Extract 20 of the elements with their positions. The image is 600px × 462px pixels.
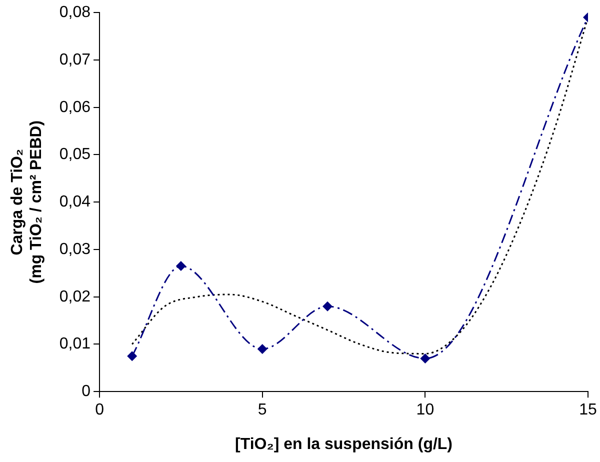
x-tick-label: 0 [95, 402, 104, 419]
y-tick-label: 0,05 [59, 146, 91, 164]
y-tick-label: 0,07 [59, 51, 91, 68]
point [420, 353, 430, 364]
y-axis-title: Carga de TiO₂ (mg TiO₂ / cm² PEBD) [9, 120, 46, 284]
point [127, 351, 138, 362]
y-tick-label: 0,04 [59, 194, 91, 211]
x-tick-label: 10 [416, 402, 434, 419]
point [322, 301, 332, 312]
x-tick-label: 15 [579, 402, 597, 419]
y-tick-label: 0,06 [59, 98, 91, 116]
y-tick-label: 0,02 [59, 288, 91, 306]
point [176, 261, 186, 272]
y-tick-label: 0,01 [59, 336, 91, 353]
y-tick-label: 0 [82, 383, 91, 400]
y-tick-label: 0,08 [59, 4, 91, 22]
y-tick-label: 0,03 [59, 240, 91, 258]
point [257, 344, 268, 354]
x-tick-label: 5 [258, 402, 267, 419]
x-axis-title: [TiO₂] en la suspensión (g/L) [235, 436, 453, 453]
